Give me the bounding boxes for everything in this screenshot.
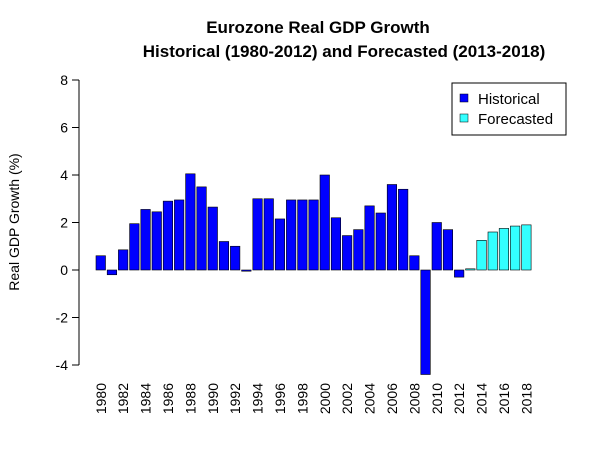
y-tick-label: 0 (60, 262, 68, 278)
bar-historical-2007 (398, 188, 409, 271)
bar-historical-1996 (274, 218, 286, 271)
bar-forecasted-2016 (498, 228, 510, 271)
x-tick-label: 1998 (294, 383, 310, 414)
bar-historical-1998 (297, 199, 308, 271)
y-tick-label: 6 (60, 120, 68, 136)
bar-historical-1988 (185, 173, 196, 271)
bar-historical-1995 (263, 198, 274, 271)
x-tick-label: 1992 (227, 383, 243, 414)
bar-forecasted-2015 (487, 231, 498, 271)
x-tick-label: 2004 (362, 383, 378, 414)
bar-historical-1999 (308, 199, 319, 271)
bar-historical-1983 (129, 223, 140, 271)
legend: Historical Forecasted (451, 82, 567, 136)
chart-title: Eurozone Real GDP Growth (206, 18, 430, 37)
bar-historical-2008 (409, 255, 420, 271)
bar-historical-2011 (442, 229, 454, 271)
bar-historical-2012 (454, 269, 465, 278)
y-tick-label: -2 (56, 310, 69, 326)
bar-historical-2002 (342, 235, 353, 271)
bar-historical-2009 (420, 269, 431, 375)
chart-subtitle: Historical (1980-2012) and Forecasted (2… (143, 42, 546, 61)
legend-label-forecasted: Forecasted (478, 111, 553, 128)
x-tick-label: 1996 (272, 383, 288, 414)
x-tick-label: 1994 (250, 383, 266, 414)
bar-historical-1990 (207, 206, 218, 271)
x-tick-label: 2006 (384, 383, 400, 414)
bar-forecasted-2014 (476, 240, 487, 271)
x-tick-label: 2012 (451, 383, 467, 414)
bar-historical-2010 (431, 222, 442, 271)
bar-historical-1985 (151, 211, 162, 271)
x-tick-label: 2014 (474, 383, 490, 414)
x-tick-label: 1982 (115, 383, 131, 414)
bar-historical-1986 (162, 200, 173, 271)
bar-historical-1982 (118, 249, 129, 271)
x-tick-label: 2010 (429, 383, 445, 414)
x-tick-label: 2018 (518, 383, 534, 414)
bars-group (95, 173, 532, 375)
bar-forecasted-2018 (521, 224, 532, 271)
y-axis: -4 -2 0 2 4 6 8 (56, 72, 80, 373)
x-axis: 1980 1982 1984 1986 1988 1990 1992 1994 1996 1998… (93, 383, 535, 414)
bar-historical-1992 (230, 245, 241, 271)
y-tick-label: -4 (56, 357, 69, 373)
legend-swatch-historical (459, 93, 469, 103)
x-tick-label: 1984 (138, 383, 154, 414)
bar-historical-1991 (218, 241, 229, 271)
y-tick-label: 4 (60, 167, 68, 183)
bar-forecasted-2017 (510, 225, 521, 271)
x-tick-label: 2016 (496, 383, 512, 414)
bar-historical-2006 (386, 184, 398, 271)
bar-historical-2000 (319, 174, 330, 271)
bar-historical-1997 (286, 199, 297, 271)
x-tick-label: 2008 (406, 383, 422, 414)
x-tick-label: 2002 (339, 383, 355, 414)
bar-forecasted-2013 (465, 268, 476, 271)
bar-historical-1987 (174, 199, 185, 271)
legend-box (451, 82, 567, 136)
y-tick-label: 8 (60, 72, 68, 88)
y-axis-label: Real GDP Growth (%) (6, 153, 22, 290)
bar-historical-2003 (353, 229, 364, 271)
x-tick-label: 1986 (160, 383, 176, 414)
bar-historical-1981 (106, 269, 117, 276)
bar-historical-1993 (241, 269, 252, 272)
legend-swatch-forecasted (459, 113, 469, 123)
x-tick-label: 1980 (93, 383, 109, 414)
x-tick-label: 1990 (205, 383, 221, 414)
legend-label-historical: Historical (478, 91, 540, 108)
bar-historical-2001 (330, 217, 342, 271)
x-tick-label: 1988 (182, 383, 198, 414)
y-tick-label: 2 (60, 215, 68, 231)
bar-historical-2005 (375, 212, 386, 271)
x-tick-label: 2000 (317, 383, 333, 414)
bar-historical-1989 (196, 186, 207, 271)
bar-historical-2004 (364, 205, 375, 271)
bar-historical-1994 (252, 198, 263, 271)
bar-historical-1984 (140, 209, 151, 271)
bar-historical-1980 (95, 255, 106, 271)
